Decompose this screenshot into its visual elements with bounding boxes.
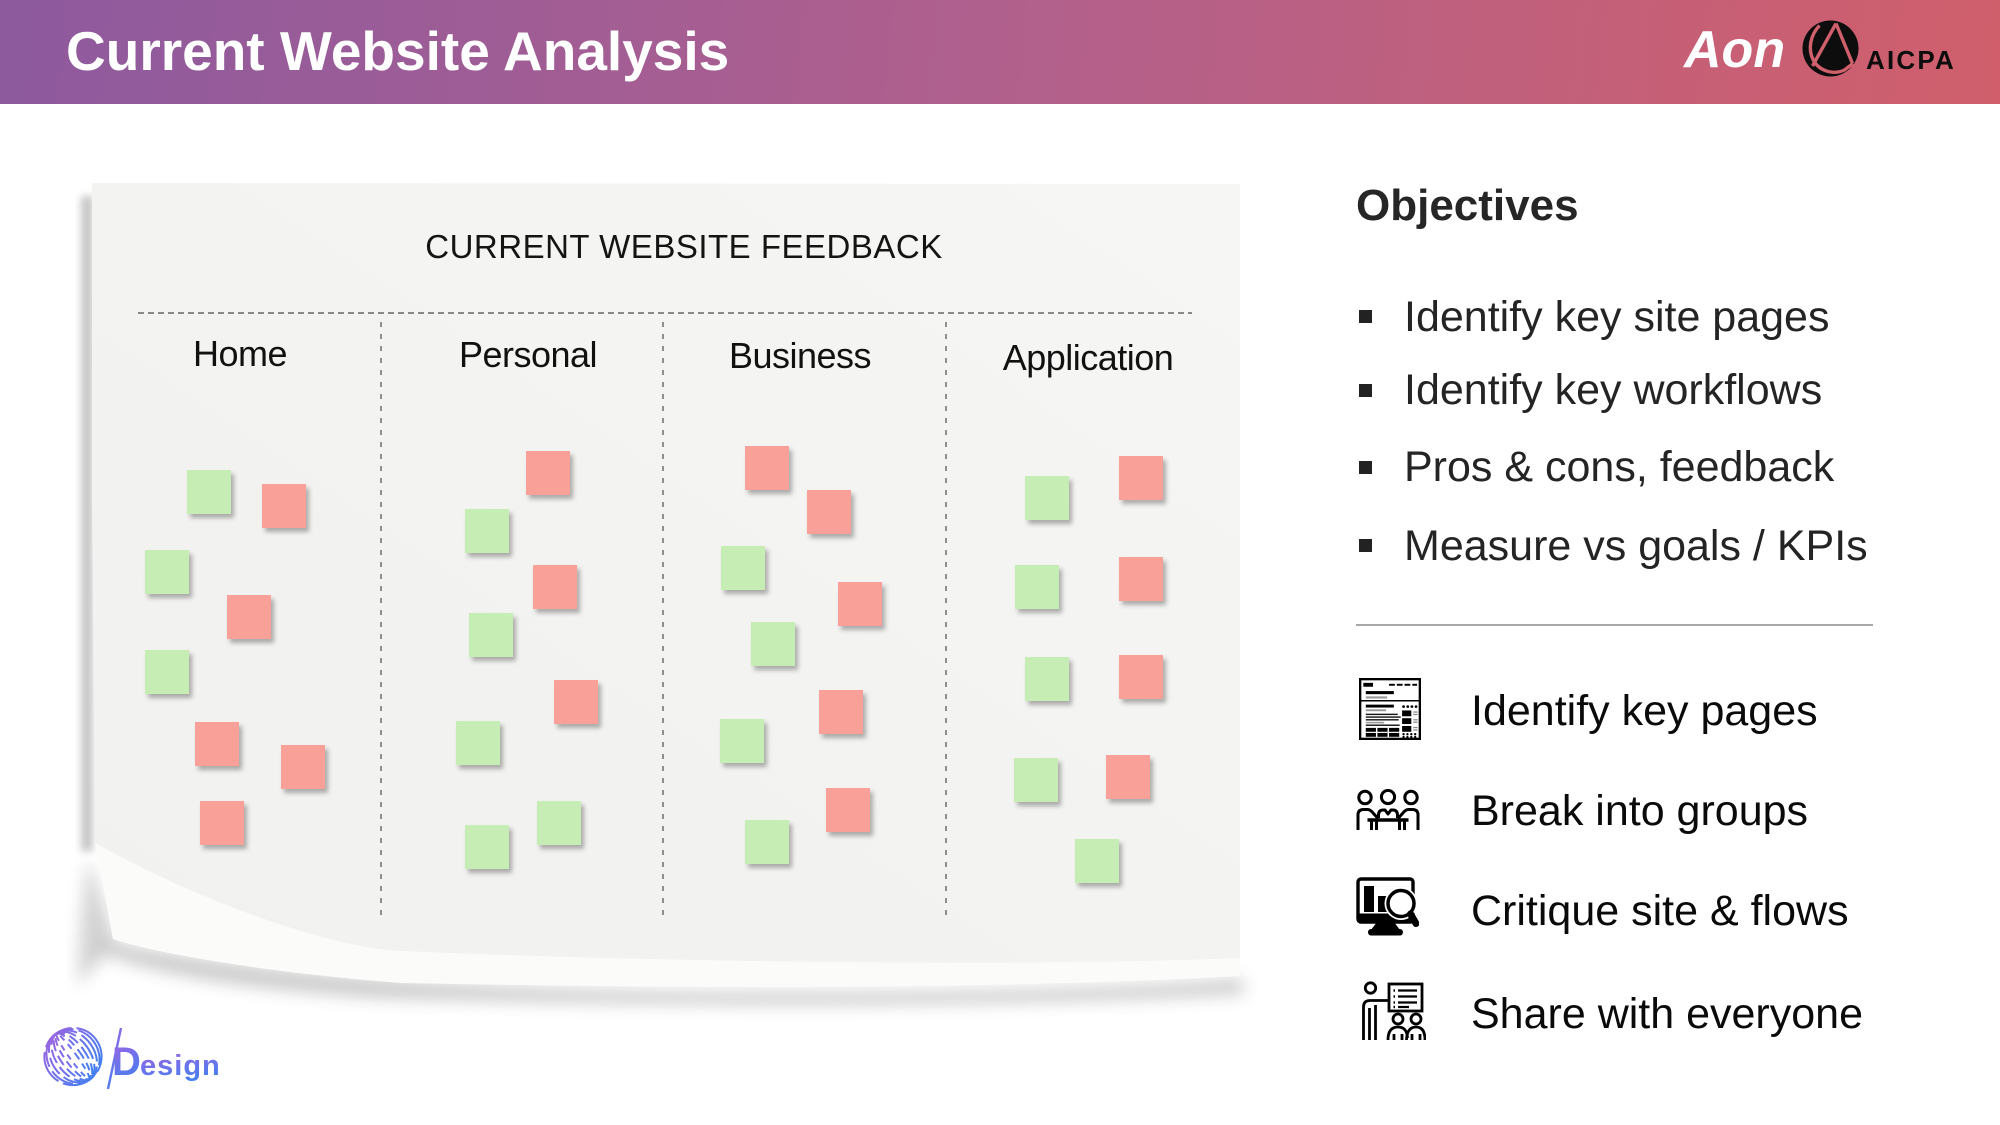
svg-text:CURRENT WEBSITE FEEDBACK: CURRENT WEBSITE FEEDBACK: [425, 228, 942, 265]
svg-text:Business: Business: [729, 335, 871, 376]
svg-text:Application: Application: [1003, 337, 1174, 378]
svg-text:Personal: Personal: [459, 334, 597, 375]
svg-text:esign: esign: [140, 1050, 221, 1082]
svg-text:Home: Home: [193, 333, 287, 374]
svg-text:D: D: [112, 1040, 141, 1084]
